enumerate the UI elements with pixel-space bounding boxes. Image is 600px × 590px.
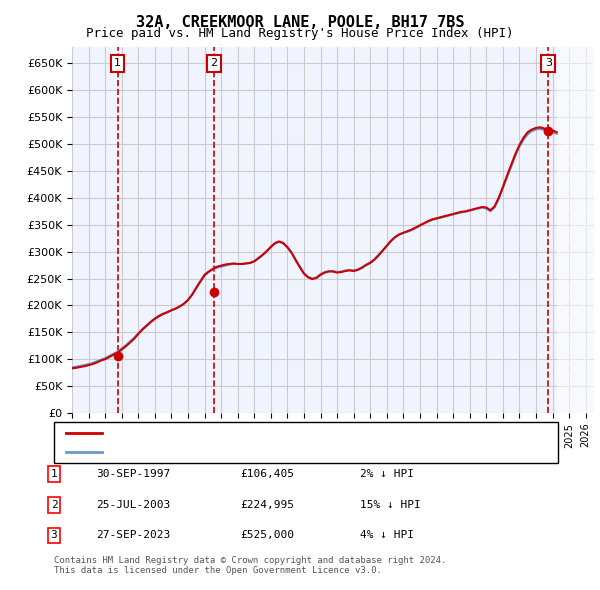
Text: £525,000: £525,000 [240,530,294,540]
Text: 3: 3 [50,530,58,540]
Text: 15% ↓ HPI: 15% ↓ HPI [360,500,421,510]
Text: 27-SEP-2023: 27-SEP-2023 [96,530,170,540]
Text: £106,405: £106,405 [240,469,294,479]
Text: 3: 3 [545,58,552,68]
Text: 1: 1 [114,58,121,68]
Bar [557,47,594,413]
Text: 2% ↓ HPI: 2% ↓ HPI [360,469,414,479]
Text: Price paid vs. HM Land Registry's House Price Index (HPI): Price paid vs. HM Land Registry's House … [86,27,514,40]
Text: 32A, CREEKMOOR LANE, POOLE, BH17 7BS (detached house): 32A, CREEKMOOR LANE, POOLE, BH17 7BS (de… [111,428,442,438]
Text: 1: 1 [50,469,58,479]
Text: 4% ↓ HPI: 4% ↓ HPI [360,530,414,540]
Text: HPI: Average price, detached house, Bournemouth Christchurch and Poole: HPI: Average price, detached house, Bour… [111,447,548,457]
Text: Contains HM Land Registry data © Crown copyright and database right 2024.
This d: Contains HM Land Registry data © Crown c… [54,556,446,575]
Text: 2: 2 [50,500,58,510]
Text: 2: 2 [210,58,217,68]
Text: 30-SEP-1997: 30-SEP-1997 [96,469,170,479]
Text: 32A, CREEKMOOR LANE, POOLE, BH17 7BS: 32A, CREEKMOOR LANE, POOLE, BH17 7BS [136,15,464,30]
Text: £224,995: £224,995 [240,500,294,510]
Text: 25-JUL-2003: 25-JUL-2003 [96,500,170,510]
